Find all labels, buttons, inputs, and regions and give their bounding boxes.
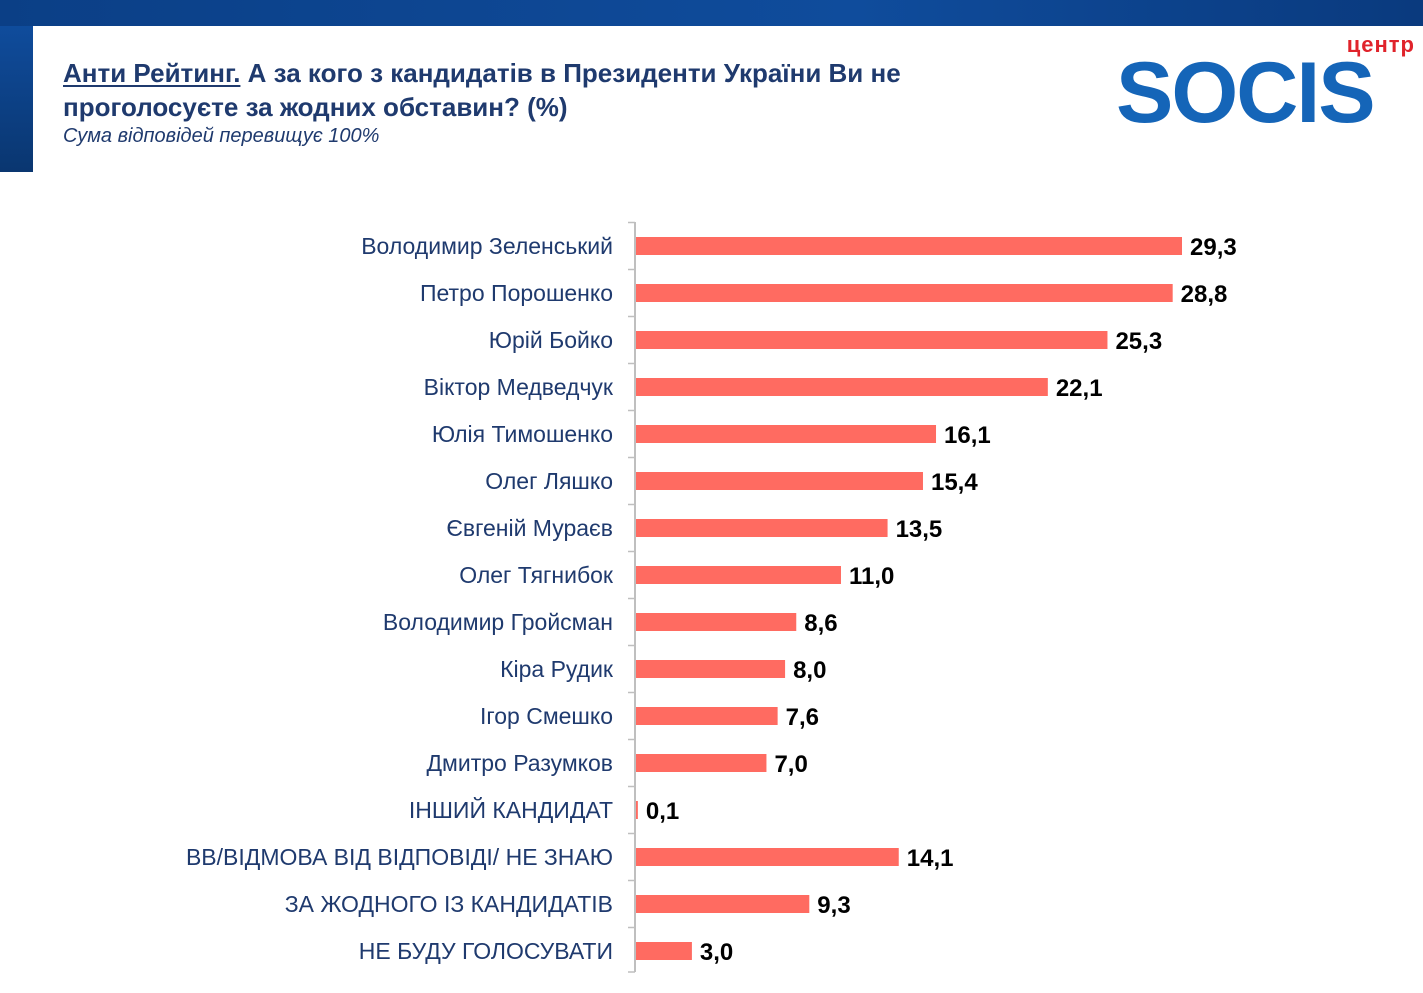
bar-10 [636, 707, 778, 725]
value-label-5: 15,4 [931, 469, 978, 496]
category-label-14: ЗА ЖОДНОГО ІЗ КАНДИДАТІВ [285, 891, 613, 917]
category-label-9: Кіра Рудик [500, 656, 614, 682]
chart-labels-layer: Володимир Зеленський 29,3 Петро Порошенко 2… [186, 233, 1237, 966]
bar-13 [636, 848, 899, 866]
category-label-8: Володимир Гройсман [383, 609, 613, 635]
left-decor-bar [0, 26, 33, 172]
bar-0 [636, 237, 1182, 255]
logo-big-text: SOCIS [1116, 45, 1376, 141]
category-label-7: Олег Тягнибок [459, 562, 614, 588]
bar-11 [636, 754, 767, 772]
category-label-15: НЕ БУДУ ГОЛОСУВАТИ [359, 938, 613, 964]
category-label-1: Петро Порошенко [420, 280, 613, 306]
bar-6 [636, 519, 888, 537]
value-label-7: 11,0 [849, 563, 894, 590]
category-label-6: Євгеній Мураєв [446, 515, 613, 541]
value-label-0: 29,3 [1190, 234, 1237, 261]
chart-title: Анти Рейтинг. А за кого з кандидатів в П… [63, 56, 1063, 124]
category-label-0: Володимир Зеленський [361, 233, 613, 259]
value-label-8: 8,6 [804, 610, 837, 637]
bar-8 [636, 613, 797, 631]
bar-12 [636, 801, 638, 819]
value-label-14: 9,3 [817, 892, 850, 919]
value-label-12: 0,1 [646, 798, 679, 825]
value-label-4: 16,1 [944, 422, 991, 449]
category-label-11: Дмитро Разумков [426, 750, 613, 776]
value-label-13: 14,1 [907, 845, 954, 872]
bar-4 [636, 425, 937, 443]
bar-7 [636, 566, 841, 584]
category-label-13: ВВ/ВІДМОВА ВІД ВІДПОВІДІ/ НЕ ЗНАЮ [186, 844, 613, 870]
title-question: А за кого з кандидатів в Президенти Укра… [63, 58, 901, 122]
logo-small-text: центр [1346, 32, 1415, 57]
value-label-1: 28,8 [1181, 281, 1228, 308]
value-label-3: 22,1 [1056, 375, 1103, 402]
bar-5 [636, 472, 923, 490]
category-label-2: Юрій Бойко [489, 327, 613, 353]
category-label-5: Олег Ляшко [485, 468, 613, 494]
chart-axis-layer [628, 221, 636, 973]
value-label-15: 3,0 [700, 939, 733, 966]
value-label-10: 7,6 [786, 704, 819, 731]
bar-9 [636, 660, 786, 678]
chart-subtitle: Сума відповідей перевищує 100% [63, 125, 380, 147]
value-label-6: 13,5 [896, 516, 943, 543]
socis-logo: центр SOCIS [1110, 30, 1415, 141]
value-label-2: 25,3 [1115, 328, 1162, 355]
bar-3 [636, 378, 1048, 396]
title-accent: Анти Рейтинг. [63, 58, 241, 88]
top-decor-bar [0, 0, 1423, 26]
category-label-4: Юлія Тимошенко [432, 421, 613, 447]
bar-14 [636, 895, 810, 913]
bar-15 [636, 942, 692, 960]
chart-bars-layer [636, 237, 1182, 960]
category-label-3: Віктор Медведчук [424, 374, 614, 400]
bar-1 [636, 284, 1173, 302]
value-label-9: 8,0 [793, 657, 826, 684]
category-label-10: Ігор Смешко [480, 703, 613, 729]
category-label-12: ІНШИЙ КАНДИДАТ [409, 796, 613, 823]
bar-2 [636, 331, 1108, 349]
value-label-11: 7,0 [774, 751, 807, 778]
